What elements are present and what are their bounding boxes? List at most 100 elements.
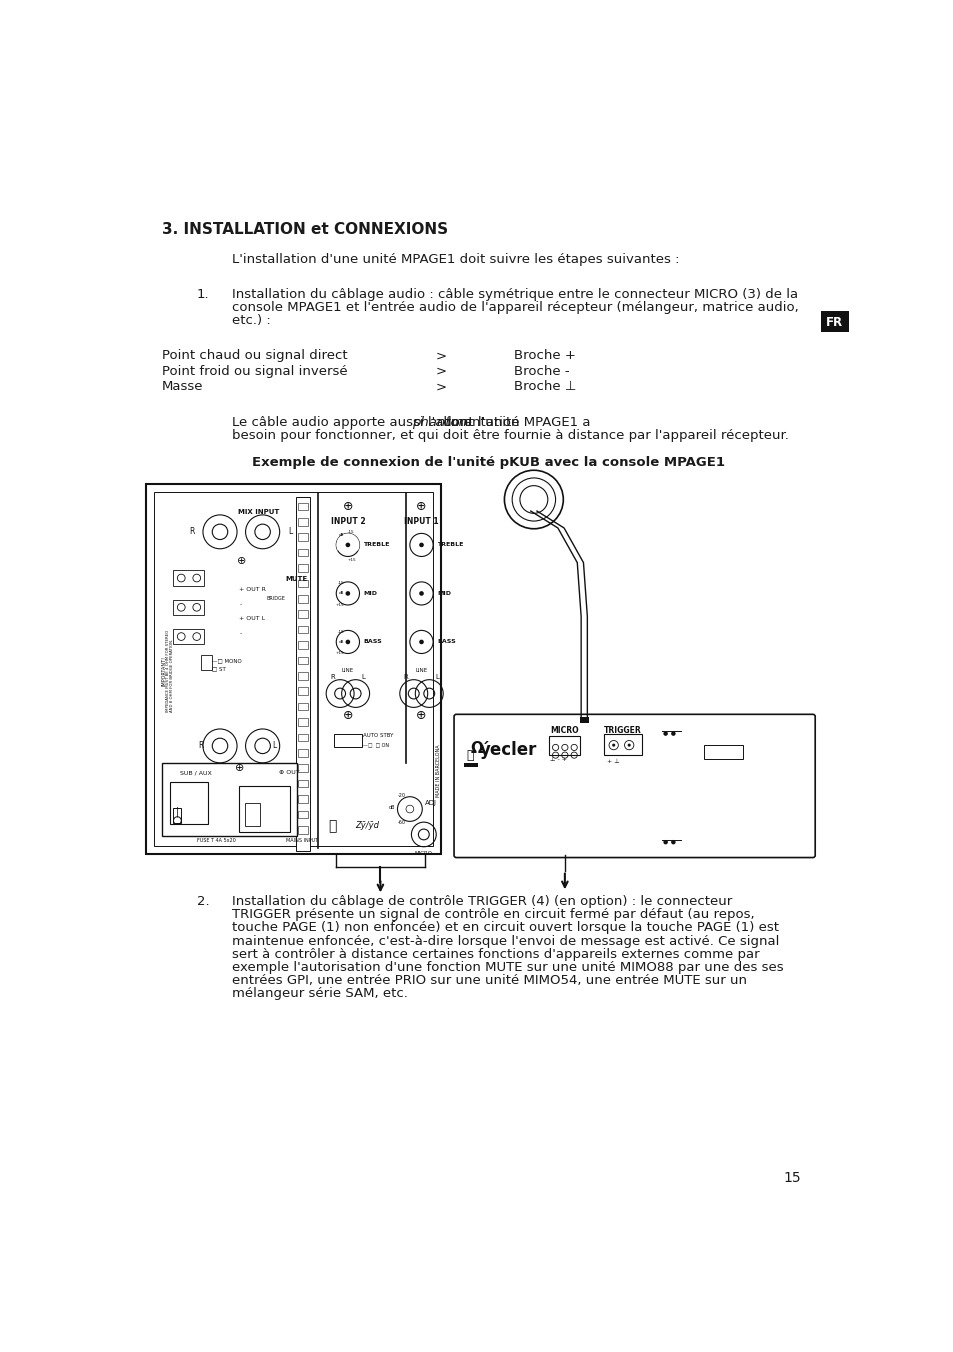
Text: R: R xyxy=(403,673,408,680)
Bar xyxy=(298,657,307,664)
Text: ⊕: ⊕ xyxy=(342,500,353,512)
Bar xyxy=(295,498,310,852)
Text: ⊕: ⊕ xyxy=(342,708,353,722)
Text: |: | xyxy=(175,806,179,817)
Text: ⊕: ⊕ xyxy=(236,556,246,566)
Bar xyxy=(173,807,181,823)
Circle shape xyxy=(418,591,423,596)
Bar xyxy=(170,781,208,825)
Text: TREBLE: TREBLE xyxy=(363,542,390,548)
Bar xyxy=(298,764,307,772)
Bar xyxy=(298,549,307,557)
Text: sert à contrôler à distance certaines fonctions d'appareils externes comme par: sert à contrôler à distance certaines fo… xyxy=(232,948,759,961)
Bar xyxy=(298,641,307,649)
Text: MID: MID xyxy=(436,591,451,596)
Text: R: R xyxy=(190,527,194,537)
Text: dB: dB xyxy=(388,804,395,810)
Text: L: L xyxy=(288,527,293,537)
Text: FR: FR xyxy=(825,316,842,329)
Text: IMPEDANCE MUST BE 4 OHM FOR STEREO
AND 8 OHM FOR BRIDGE OPERATION.: IMPEDANCE MUST BE 4 OHM FOR STEREO AND 8… xyxy=(166,629,174,711)
Wedge shape xyxy=(335,534,359,550)
Circle shape xyxy=(345,591,350,596)
Text: -: - xyxy=(239,631,241,637)
Text: +15: +15 xyxy=(335,603,344,607)
Text: ⊕ OUT: ⊕ OUT xyxy=(278,771,299,775)
Bar xyxy=(703,745,742,758)
Text: ⊥ - +: ⊥ - + xyxy=(550,757,567,763)
Text: ⊕: ⊕ xyxy=(416,500,426,512)
Text: INPUT 2: INPUT 2 xyxy=(331,518,365,526)
Text: +15: +15 xyxy=(335,652,344,656)
Text: INPUT 1: INPUT 1 xyxy=(404,518,438,526)
Circle shape xyxy=(627,744,630,746)
Text: 2.: 2. xyxy=(196,895,209,909)
Bar xyxy=(298,734,307,741)
Bar xyxy=(298,703,307,711)
Bar xyxy=(298,826,307,834)
Text: + OUT R: + OUT R xyxy=(239,587,266,592)
Text: console MPAGE1 et l'entrée audio de l'appareil récepteur (mélangeur, matrice aud: console MPAGE1 et l'entrée audio de l'ap… xyxy=(232,301,798,314)
Text: TRIGGER: TRIGGER xyxy=(603,726,641,735)
Text: TRIGGER présente un signal de contrôle en circuit fermé par défaut (au repos,: TRIGGER présente un signal de contrôle e… xyxy=(232,909,754,921)
Text: ADJ: ADJ xyxy=(425,800,436,806)
Text: -15: -15 xyxy=(337,581,344,585)
Text: Ω: Ω xyxy=(471,741,483,756)
Bar xyxy=(334,734,361,748)
Text: maintenue enfoncée, c'est-à-dire lorsque l'envoi de message est activé. Ce signa: maintenue enfoncée, c'est-à-dire lorsque… xyxy=(232,934,779,948)
Text: Broche -: Broche - xyxy=(514,365,570,377)
Text: 1.: 1. xyxy=(196,288,209,300)
Text: LINE: LINE xyxy=(341,668,354,673)
Bar xyxy=(146,484,440,853)
Text: R: R xyxy=(197,741,203,750)
Bar xyxy=(173,599,204,615)
Bar xyxy=(245,803,260,826)
Text: ⊕: ⊕ xyxy=(234,764,244,773)
Bar xyxy=(298,718,307,726)
Circle shape xyxy=(671,841,674,844)
Bar xyxy=(154,492,433,846)
Text: —□  □ ON: —□ □ ON xyxy=(363,742,389,748)
Bar xyxy=(298,811,307,818)
Bar xyxy=(298,503,307,510)
Text: BRIDGE: BRIDGE xyxy=(266,596,285,602)
Circle shape xyxy=(663,731,666,735)
Bar xyxy=(298,687,307,695)
Bar xyxy=(200,654,212,671)
Text: touche PAGE (1) non enfoncée) et en circuit ouvert lorsque la touche PAGE (1) es: touche PAGE (1) non enfoncée) et en circ… xyxy=(232,922,778,934)
Bar xyxy=(298,626,307,634)
Text: Point froid ou signal inversé: Point froid ou signal inversé xyxy=(162,365,347,377)
Text: ýecler: ýecler xyxy=(479,741,537,760)
Text: -20: -20 xyxy=(397,792,406,798)
Text: + OUT L: + OUT L xyxy=(239,617,265,622)
Bar xyxy=(298,580,307,587)
Text: dB: dB xyxy=(338,591,344,595)
Bar xyxy=(239,786,290,831)
Bar xyxy=(173,571,204,585)
Text: L: L xyxy=(361,673,365,680)
Text: exemple l'autorisation d'une fonction MUTE sur une unité MIMO88 par une des ses: exemple l'autorisation d'une fonction MU… xyxy=(232,961,782,973)
Text: 3. INSTALLATION et CONNEXIONS: 3. INSTALLATION et CONNEXIONS xyxy=(162,222,448,238)
Text: AUTO STBY: AUTO STBY xyxy=(363,733,394,738)
Text: MADE IN BARCELONA: MADE IN BARCELONA xyxy=(436,744,440,796)
Text: + ⊥: + ⊥ xyxy=(607,758,619,764)
Text: Masse: Masse xyxy=(162,380,203,393)
Text: Le câble audio apporte aussi l'alimentation: Le câble audio apporte aussi l'alimentat… xyxy=(232,416,523,430)
Text: -15: -15 xyxy=(337,630,344,634)
Text: Exemple de connexion de l'unité pKUB avec la console MPAGE1: Exemple de connexion de l'unité pKUB ave… xyxy=(253,457,724,469)
Text: ⊕: ⊕ xyxy=(416,708,426,722)
Text: -60: -60 xyxy=(397,819,406,825)
Text: dB: dB xyxy=(338,639,344,644)
Bar xyxy=(162,763,297,836)
Text: besoin pour fonctionner, et qui doit être fournie à distance par l'appareil réce: besoin pour fonctionner, et qui doit êtr… xyxy=(232,430,788,442)
Circle shape xyxy=(612,744,615,746)
Bar xyxy=(603,734,641,756)
Text: ⛔: ⛔ xyxy=(466,749,474,761)
Text: mélangeur série SAM, etc.: mélangeur série SAM, etc. xyxy=(232,987,407,1000)
Circle shape xyxy=(663,841,666,844)
Text: TREBLE: TREBLE xyxy=(436,542,463,548)
Text: dB: dB xyxy=(338,533,344,537)
Text: BASS: BASS xyxy=(436,639,456,645)
Text: MICRO: MICRO xyxy=(415,852,433,856)
Text: Broche +: Broche + xyxy=(514,349,576,362)
Text: BASS: BASS xyxy=(363,639,382,645)
